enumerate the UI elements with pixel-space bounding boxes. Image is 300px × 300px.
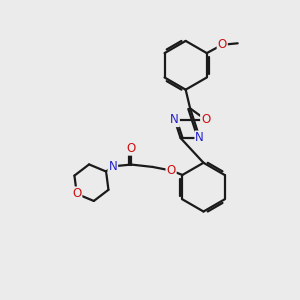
Text: N: N xyxy=(109,160,117,173)
Text: N: N xyxy=(170,113,179,126)
Text: O: O xyxy=(201,113,210,126)
Text: N: N xyxy=(195,131,204,145)
Text: O: O xyxy=(167,164,176,177)
Text: O: O xyxy=(127,142,136,155)
Text: O: O xyxy=(72,188,81,200)
Text: O: O xyxy=(218,38,227,51)
